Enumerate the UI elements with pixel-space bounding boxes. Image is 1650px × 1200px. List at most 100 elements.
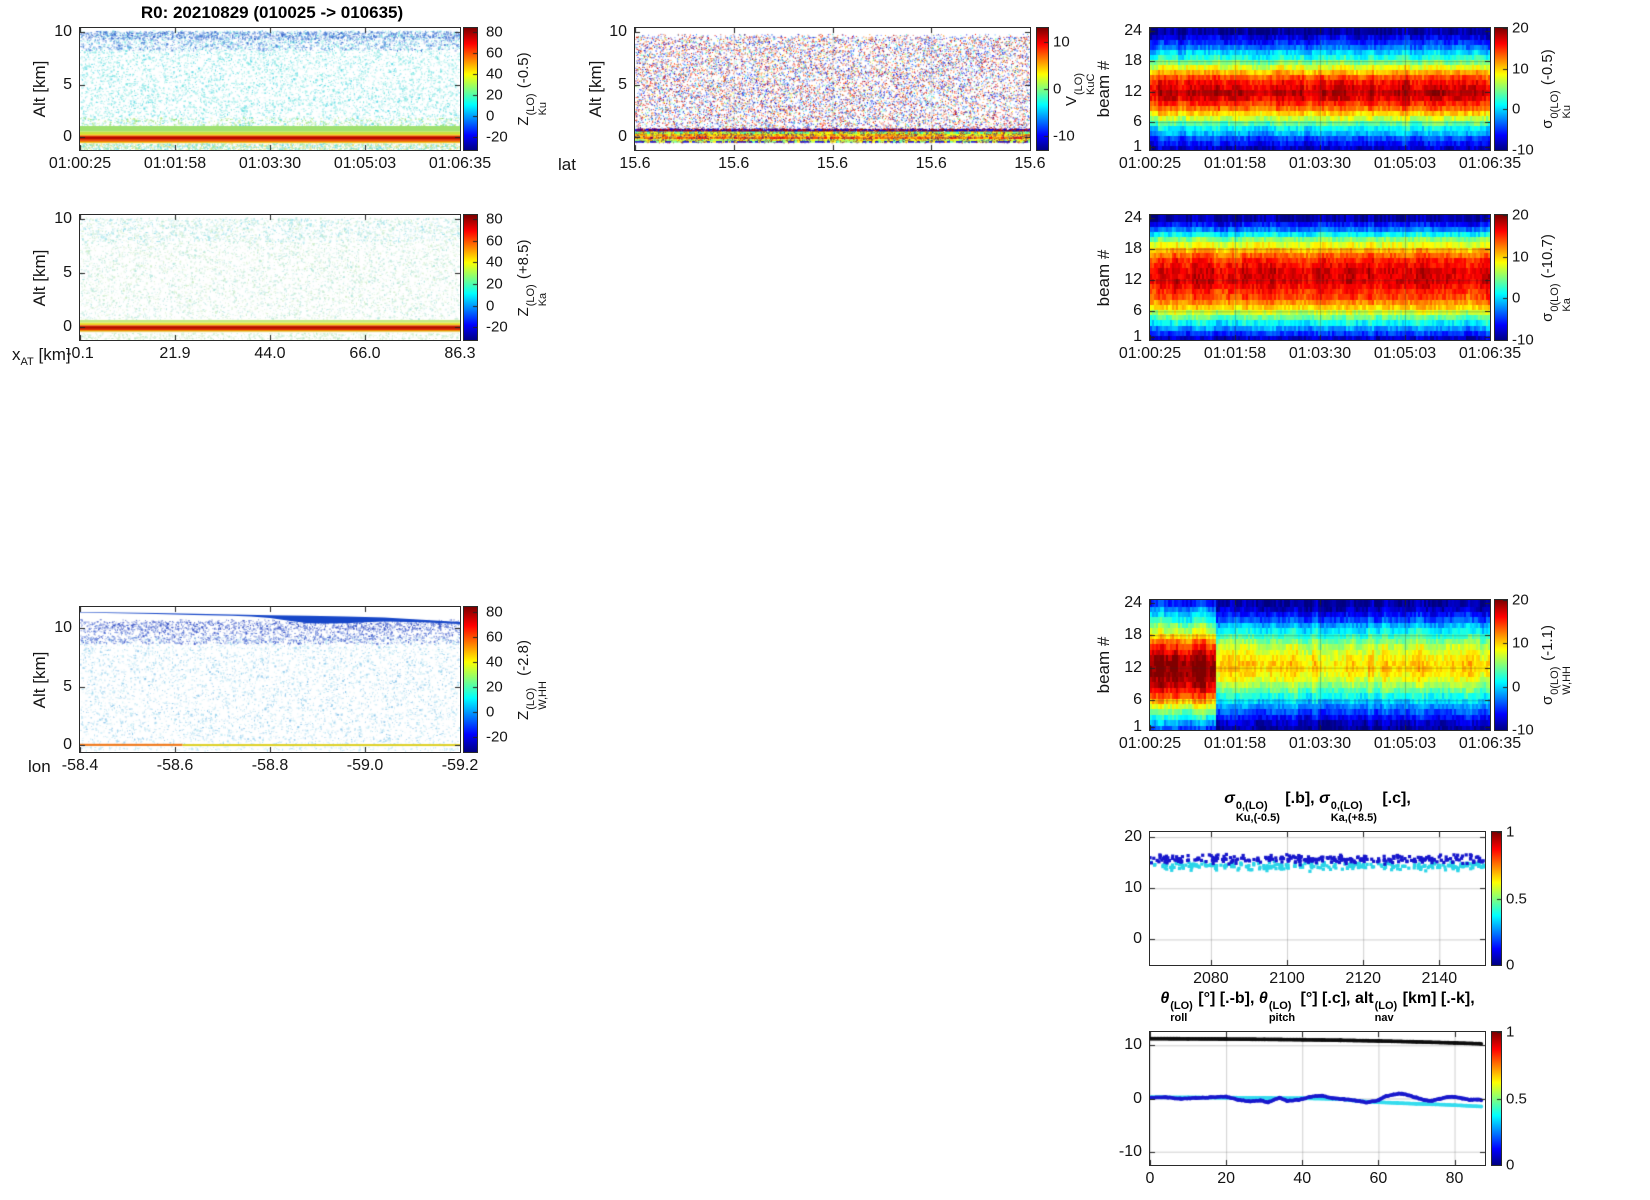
sku-colorbar-tick-label: -10 [1512, 141, 1534, 159]
sku-x-tick-label: 01:06:35 [1458, 155, 1522, 172]
zw-x-axis-label: lon [28, 757, 51, 776]
zka-x-tick-label: 86.3 [444, 345, 476, 362]
sw-plot-canvas [1150, 600, 1490, 730]
zku-colorbar-tick-label: 0 [486, 107, 495, 125]
attitude-colorbar-tick-label: 0.5 [1506, 1090, 1527, 1107]
ska-x-tick-label: 01:05:03 [1373, 345, 1437, 362]
zka-x-tick-label: -0.1 [66, 345, 94, 362]
attitude-x-tick-label: 0 [1145, 1170, 1155, 1187]
sw-x-tick-label: 01:06:35 [1458, 735, 1522, 752]
sw-y-tick-label: 12 [1124, 658, 1142, 676]
zka-colorbar-tick-label: 0 [486, 297, 495, 315]
zka-colorbar-tick-label: 60 [486, 232, 503, 250]
zka-colorbar-tick-label: 40 [486, 253, 503, 271]
ska-colorbar-tick-label: 20 [1512, 206, 1529, 224]
vkuc-x-axis-label: lat [558, 155, 576, 174]
zka-x-tick-label: 21.9 [159, 345, 191, 362]
sw-colorbar-tick-label: 10 [1512, 634, 1529, 652]
zw-colorbar-tick-label: 0 [486, 703, 495, 721]
zw-plot-canvas [80, 607, 460, 752]
vkuc-colorbar-tick-label: -10 [1053, 127, 1075, 145]
sku-plot-canvas [1150, 28, 1490, 150]
zku-plot-canvas [80, 28, 460, 150]
ska-x-tick-label: 01:03:30 [1288, 345, 1352, 362]
zw-x-tick-label: -59.2 [441, 757, 479, 774]
attitude-colorbar-tick-label: 0 [1506, 1156, 1515, 1174]
attitude-x-tick-label: 20 [1217, 1170, 1236, 1187]
zw-colorbar-tick-label: 60 [486, 628, 503, 646]
ska-colorbar [1495, 215, 1507, 340]
sku-colorbar-tick-label: 20 [1512, 19, 1529, 37]
attitude-plot-canvas [1150, 1032, 1485, 1165]
zka-y-tick-label: 5 [63, 264, 72, 282]
attitude-colorbar [1492, 1032, 1501, 1165]
sw-x-tick-label: 01:03:30 [1288, 735, 1352, 752]
zw-y-tick-label: 0 [63, 735, 72, 753]
sku-x-tick-label: 01:03:30 [1288, 155, 1352, 172]
vkuc-x-tick-label: 15.6 [619, 155, 651, 172]
sw-x-tick-label: 01:05:03 [1373, 735, 1437, 752]
sig_ts-colorbar [1492, 832, 1501, 965]
zka-colorbar [464, 215, 477, 340]
sku-colorbar [1495, 28, 1507, 150]
zku-y-tick-label: 0 [63, 128, 72, 146]
sig_ts-x-tick-label: 2120 [1345, 970, 1381, 987]
sig_ts-colorbar-tick-label: 0 [1506, 956, 1515, 974]
vkuc-x-tick-label: 15.6 [718, 155, 750, 172]
zw-x-tick-label: -59.0 [346, 757, 384, 774]
vkuc-colorbar [1037, 28, 1048, 150]
zku-colorbar-tick-label: 20 [486, 86, 503, 104]
vkuc-colorbar-tick-label: 10 [1053, 33, 1070, 51]
sig_ts-colorbar-tick-label: 0.5 [1506, 890, 1527, 907]
zku-x-tick-label: 01:03:30 [238, 155, 302, 172]
sw-colorbar-tick-label: -10 [1512, 721, 1534, 739]
sw-x-tick-label: 01:01:58 [1203, 735, 1267, 752]
sw-colorbar-label: σ 0(LO) W,HH (-1.1) [1538, 624, 1573, 706]
sig_ts-x-tick-label: 2080 [1193, 970, 1229, 987]
zw-colorbar-label: Z (LO) W,HH (-2.8) [514, 639, 549, 720]
zku-colorbar-label: Z (LO) Ku (-0.5) [514, 52, 549, 126]
zw-colorbar-tick-label: 80 [486, 603, 503, 621]
zku-y-tick-label: 10 [54, 23, 72, 41]
sw-y-tick-label: 6 [1133, 691, 1142, 709]
sku-colorbar-tick-label: 10 [1512, 60, 1529, 78]
vkuc-y-tick-label: 0 [618, 128, 627, 146]
zka-x-tick-label: 44.0 [254, 345, 286, 362]
zw-colorbar-tick-label: -20 [486, 728, 508, 746]
attitude-x-tick-label: 60 [1369, 1170, 1388, 1187]
sw-colorbar [1495, 600, 1507, 730]
zw-x-tick-label: -58.6 [156, 757, 194, 774]
sku-x-tick-label: 01:01:58 [1203, 155, 1267, 172]
zw-colorbar [464, 607, 477, 752]
sig_ts-title: σ 0,(LO) Ku,(-0.5) [.b], σ 0,(LO) Ka,(+8.5) … [1224, 790, 1411, 824]
ska-x-tick-label: 01:00:25 [1118, 345, 1182, 362]
sig_ts-x-tick-label: 2100 [1269, 970, 1305, 987]
zw-y-tick-label: 10 [54, 619, 72, 637]
sku-y-tick-label: 18 [1124, 52, 1142, 70]
zka-x-tick-label: 66.0 [349, 345, 381, 362]
zku-x-tick-label: 01:00:25 [48, 155, 112, 172]
zka-colorbar-tick-label: 20 [486, 275, 503, 293]
ska-y-tick-label: 24 [1124, 208, 1142, 226]
attitude-x-tick-label: 80 [1445, 1170, 1464, 1187]
ska-colorbar-tick-label: 0 [1512, 289, 1521, 307]
zku-y-tick-label: 5 [63, 75, 72, 93]
zku-x-tick-label: 01:01:58 [143, 155, 207, 172]
attitude-y-tick-label: 10 [1124, 1036, 1142, 1054]
zku-colorbar-tick-label: 60 [486, 44, 503, 62]
zka-y-tick-label: 0 [63, 318, 72, 336]
vkuc-colorbar-tick-label: 0 [1053, 80, 1062, 98]
ska-colorbar-label: σ 0(LO) Ka (-10.7) [1538, 233, 1573, 322]
ska-x-tick-label: 01:06:35 [1458, 345, 1522, 362]
sku-y-tick-label: 1 [1133, 138, 1142, 156]
zw-x-tick-label: -58.4 [61, 757, 99, 774]
zw-colorbar-tick-label: 20 [486, 678, 503, 696]
sw-colorbar-tick-label: 20 [1512, 591, 1529, 609]
sw-y-tick-label: 1 [1133, 718, 1142, 736]
sku-x-tick-label: 01:00:25 [1118, 155, 1182, 172]
sig_ts-y-tick-label: 20 [1124, 828, 1142, 846]
vkuc-y-tick-label: 5 [618, 75, 627, 93]
sku-colorbar-label: σ 0(LO) Ku (-0.5) [1538, 49, 1573, 129]
ska-x-tick-label: 01:01:58 [1203, 345, 1267, 362]
